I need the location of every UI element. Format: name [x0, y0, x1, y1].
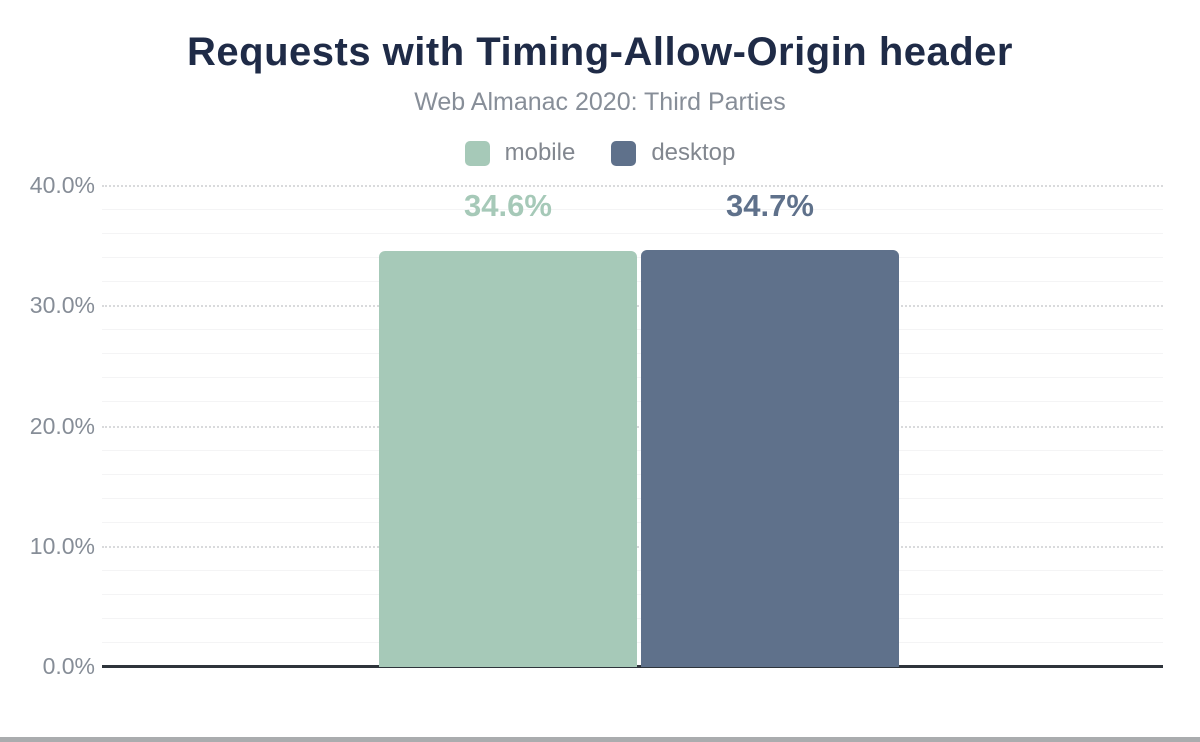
mobile-bar[interactable]: [379, 250, 637, 667]
minor-gridline-36: [102, 233, 1163, 235]
y-tick-label-30: 30.0%: [29, 292, 95, 319]
legend-item-mobile[interactable]: mobile: [464, 139, 576, 167]
chart-title: Requests with Timing-Allow-Origin header: [187, 30, 1013, 74]
chart-subtitle: Web Almanac 2020: Third Parties: [414, 88, 786, 116]
mobile-legend-swatch-icon: [464, 140, 490, 166]
legend: mobile desktop: [0, 139, 1200, 167]
desktop-value-label: 34.7%: [726, 188, 814, 223]
desktop-legend-swatch-icon: [611, 140, 637, 166]
legend-label-desktop: desktop: [651, 139, 736, 166]
horizontal-scrollbar[interactable]: [0, 737, 1200, 742]
minor-gridline-38: [102, 209, 1163, 211]
y-tick-label-0: 0.0%: [42, 653, 95, 679]
legend-item-desktop[interactable]: desktop: [611, 139, 735, 167]
desktop-bar[interactable]: [641, 249, 899, 667]
y-tick-label-10: 10.0%: [29, 532, 95, 559]
legend-label-mobile: mobile: [504, 139, 576, 166]
major-gridline-40: [102, 185, 1163, 187]
y-tick-label-20: 20.0%: [29, 412, 95, 439]
y-tick-label-40: 40.0%: [29, 172, 95, 198]
mobile-value-label: 34.6%: [464, 188, 552, 223]
